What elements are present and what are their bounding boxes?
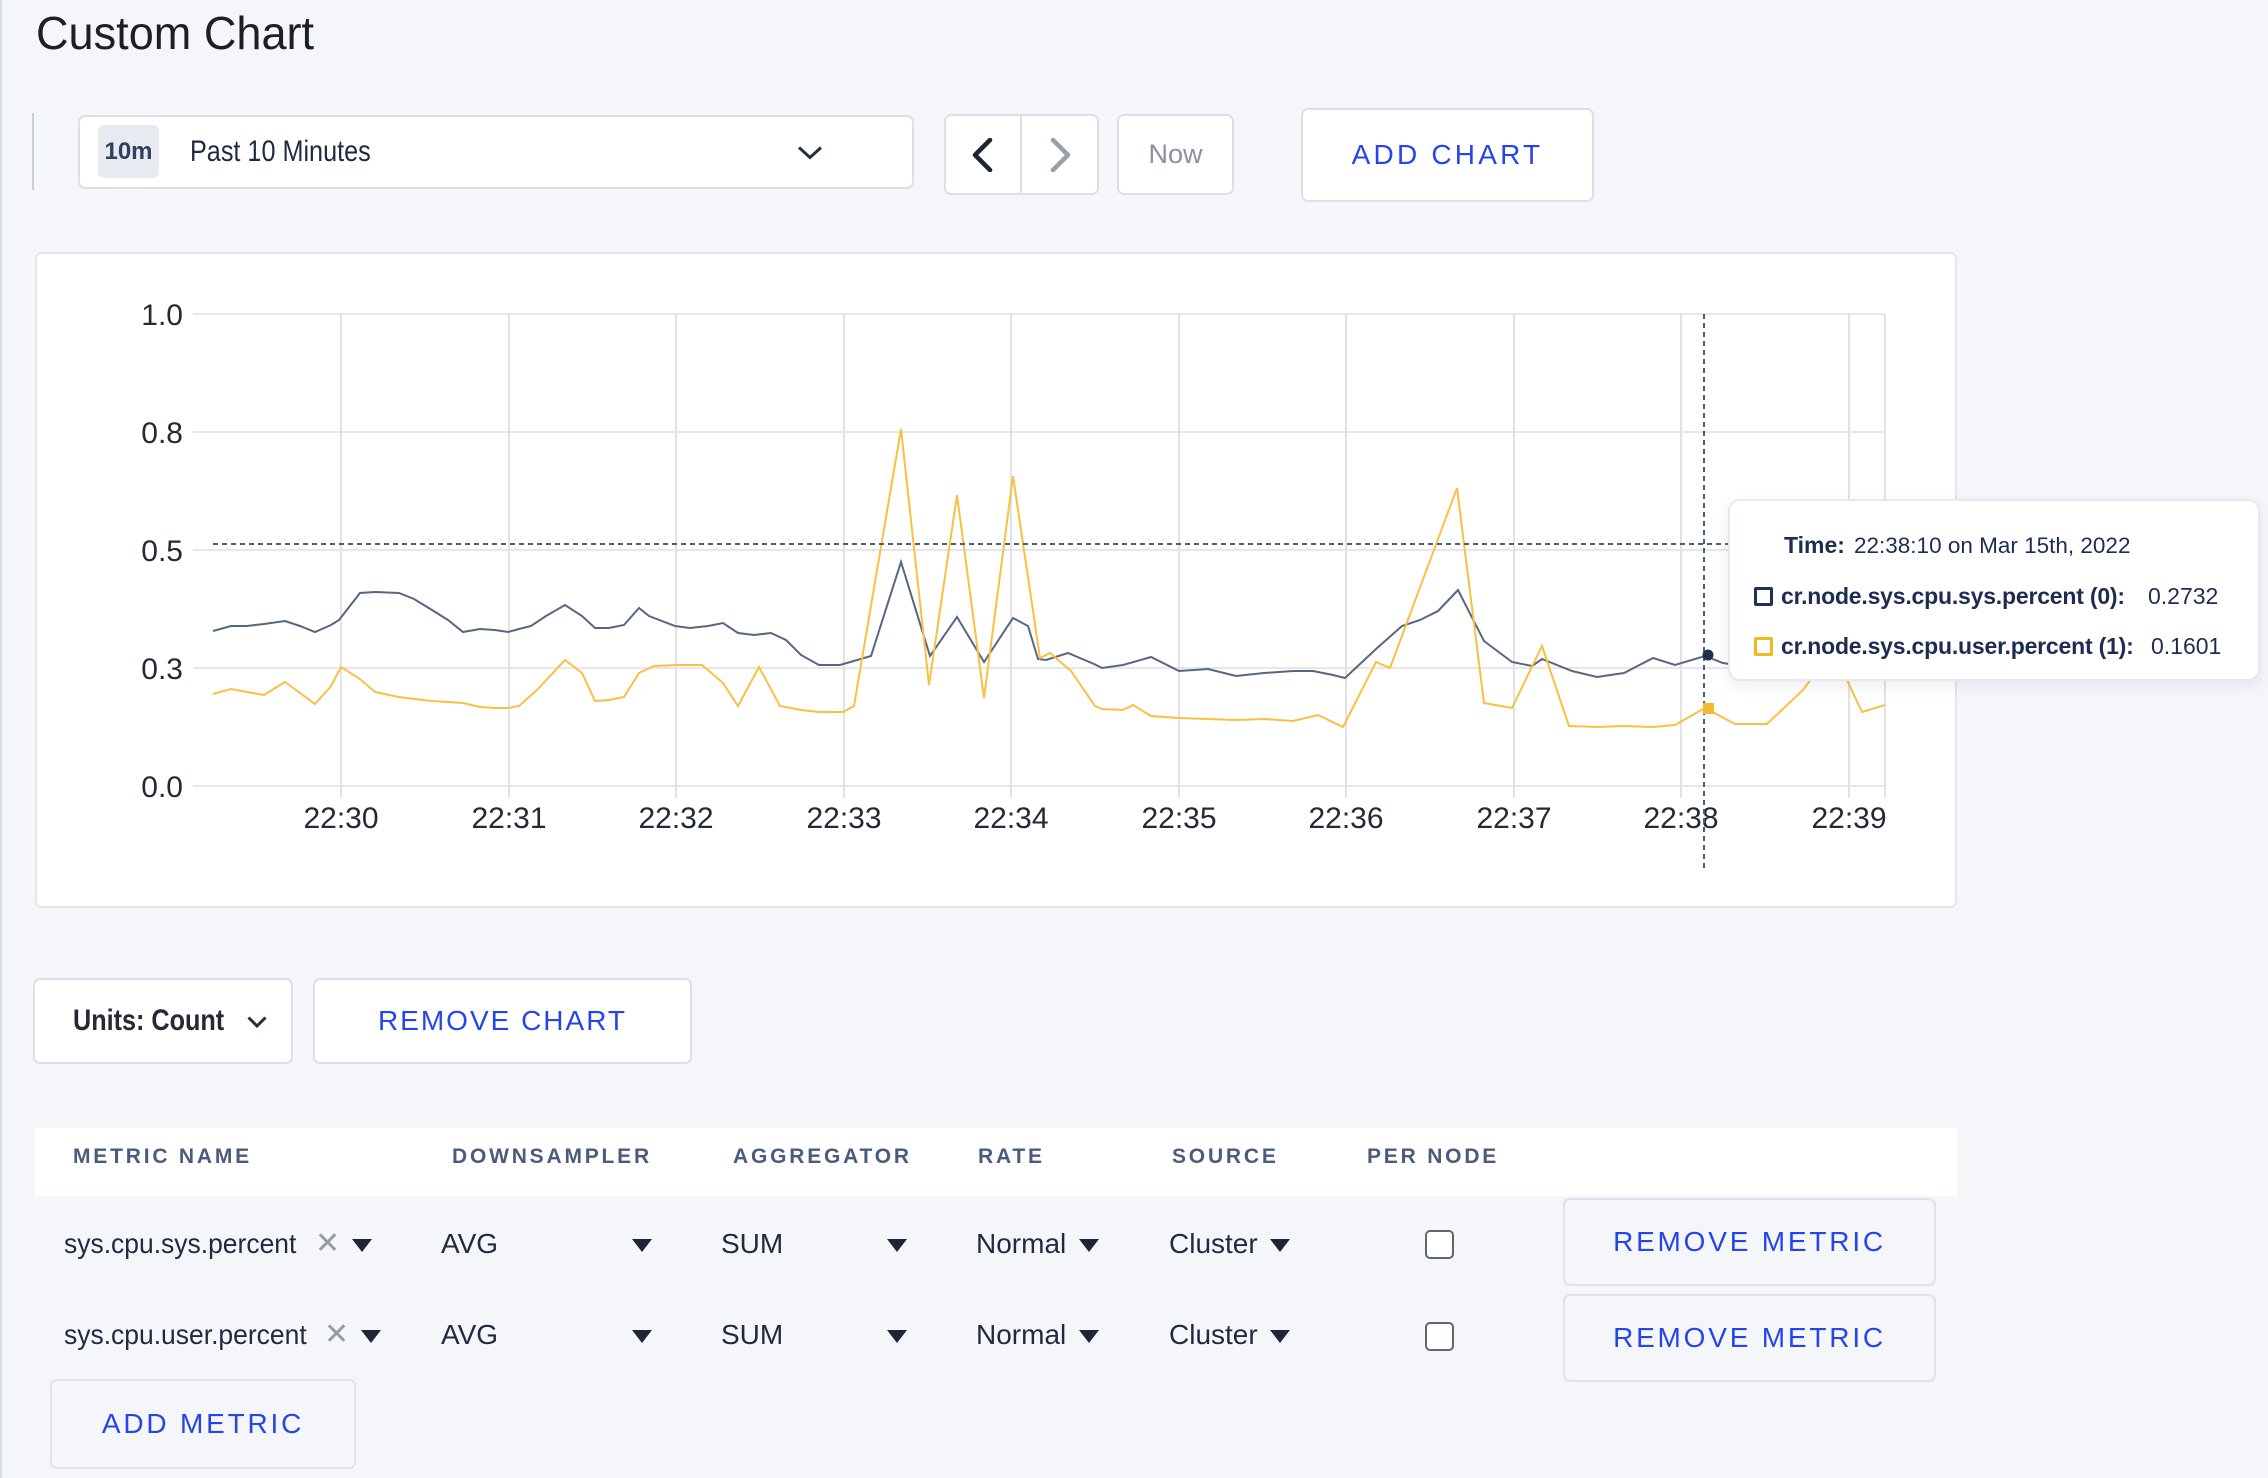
svg-text:1.0: 1.0: [141, 299, 183, 332]
svg-text:22:30: 22:30: [303, 802, 378, 835]
svg-text:22:38: 22:38: [1643, 802, 1718, 835]
svg-text:0.0: 0.0: [141, 771, 183, 804]
svg-text:22:36: 22:36: [1308, 802, 1383, 835]
svg-text:22:37: 22:37: [1476, 802, 1551, 835]
svg-text:22:39: 22:39: [1811, 802, 1886, 835]
svg-text:22:35: 22:35: [1141, 802, 1216, 835]
svg-text:0.3: 0.3: [141, 653, 183, 686]
svg-text:22:33: 22:33: [806, 802, 881, 835]
svg-text:22:31: 22:31: [471, 802, 546, 835]
svg-text:22:34: 22:34: [973, 802, 1048, 835]
svg-text:0.5: 0.5: [141, 535, 183, 568]
svg-text:0.8: 0.8: [141, 417, 183, 450]
svg-text:22:32: 22:32: [638, 802, 713, 835]
